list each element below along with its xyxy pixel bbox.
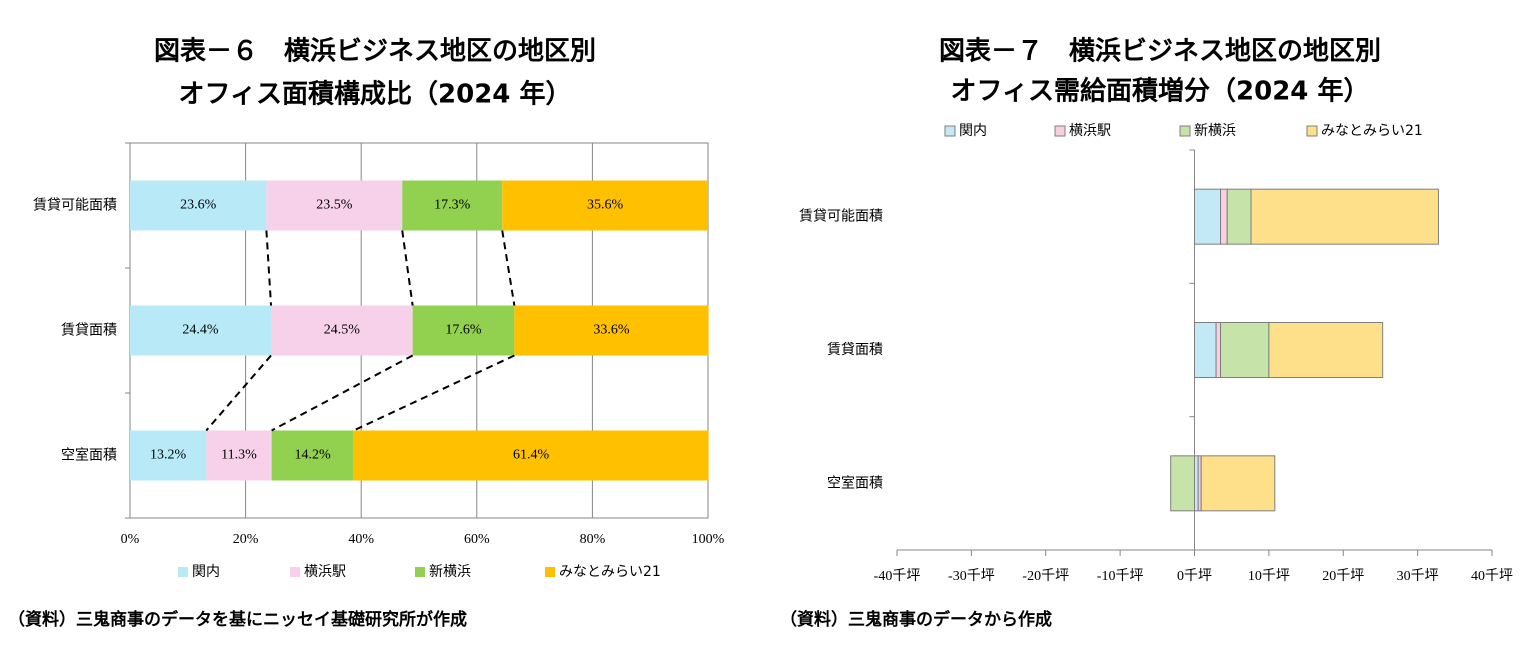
chart-title: オフィス需給面積増分（2024 年） <box>951 76 1370 107</box>
legend-label: 横浜駅 <box>1069 123 1111 139</box>
bar-segment <box>1268 322 1384 378</box>
connector <box>401 230 414 306</box>
legend-label: 新横浜 <box>429 564 471 580</box>
bar-segment <box>1170 455 1195 512</box>
x-tick-label: 20% <box>233 532 259 547</box>
legend-swatch <box>415 567 425 577</box>
connector <box>205 354 272 432</box>
value-label: 24.4% <box>182 323 219 338</box>
x-tick-label: 40% <box>348 532 374 547</box>
connector <box>353 354 515 432</box>
bar-segment <box>266 180 403 231</box>
bar-segment <box>1220 188 1228 245</box>
bar-segment <box>502 180 708 231</box>
value-label: 17.6% <box>445 323 482 338</box>
x-tick-label: 40千坪 <box>1471 568 1513 584</box>
value-label: 33.6% <box>593 323 630 338</box>
y-tick-label: 空室面積 <box>61 447 117 464</box>
x-tick-label: 20千坪 <box>1322 568 1364 584</box>
legend-swatch <box>1179 125 1191 137</box>
value-label: 61.4% <box>513 448 550 463</box>
x-tick-label: -20千坪 <box>1022 568 1069 584</box>
x-tick-label: 10千坪 <box>1248 568 1290 584</box>
value-label: 35.6% <box>587 198 624 213</box>
legend-label: みなとみらい21 <box>559 564 661 580</box>
chart-title: 図表－７ 横浜ビジネス地区の地区別 <box>939 37 1381 67</box>
value-label: 11.3% <box>221 448 257 463</box>
bar-segment <box>412 305 515 356</box>
source-note: （資料）三鬼商事のデータを基にニッセイ基礎研究所が作成 <box>8 609 467 630</box>
connector <box>271 354 414 432</box>
legend-label: 関内 <box>959 123 987 139</box>
bar-segment <box>1194 322 1217 378</box>
value-label: 17.3% <box>434 198 471 213</box>
bar-segment <box>130 180 267 231</box>
legend-swatch <box>545 567 555 577</box>
bar-segment <box>1215 322 1222 378</box>
bar-segment <box>1194 455 1199 512</box>
bar-segment <box>514 305 709 356</box>
legend-label: 横浜駅 <box>304 564 346 580</box>
x-tick-label: 0% <box>121 532 140 547</box>
chart-title: オフィス面積構成比（2024 年） <box>179 79 572 110</box>
y-tick-label: 賃貸可能面積 <box>33 198 117 214</box>
x-tick-label: 30千坪 <box>1397 568 1439 584</box>
bar-segment <box>1200 455 1276 512</box>
bar-segment <box>1226 188 1252 245</box>
value-label: 24.5% <box>324 323 361 338</box>
x-tick-label: 100% <box>692 532 725 547</box>
source-note: （資料）三鬼商事のデータから作成 <box>780 609 1052 630</box>
bar-segment <box>1220 322 1270 378</box>
x-tick-label: 80% <box>580 532 606 547</box>
legend-label: みなとみらい21 <box>1321 123 1423 139</box>
y-tick-label: 空室面積 <box>827 474 883 491</box>
x-tick-label: -30千坪 <box>948 568 995 584</box>
value-label: 23.5% <box>316 198 353 213</box>
bar-segment <box>1250 188 1439 245</box>
x-tick-label: -40千坪 <box>874 568 921 584</box>
y-tick-label: 賃貸可能面積 <box>799 209 883 225</box>
value-label: 13.2% <box>150 448 187 463</box>
legend-label: 新横浜 <box>1194 123 1236 139</box>
legend-swatch <box>944 125 956 137</box>
y-tick-label: 賃貸面積 <box>61 323 117 339</box>
x-tick-label: -10千坪 <box>1097 568 1144 584</box>
value-label: 23.6% <box>180 198 217 213</box>
bar-segment <box>1194 188 1222 245</box>
legend-swatch <box>1054 125 1066 137</box>
legend-swatch <box>290 567 300 577</box>
x-tick-label: 60% <box>464 532 490 547</box>
bar-segment <box>206 430 272 481</box>
connector <box>501 230 516 306</box>
bar-segment <box>130 430 207 481</box>
legend-swatch <box>1306 125 1318 137</box>
y-tick-label: 賃貸面積 <box>827 342 883 358</box>
x-tick-label: 0千坪 <box>1177 568 1212 584</box>
legend-swatch <box>178 567 188 577</box>
bar-segment <box>130 305 272 356</box>
connector <box>265 230 273 306</box>
chart-title: 図表－６ 横浜ビジネス地区の地区別 <box>154 37 596 67</box>
legend-label: 関内 <box>192 564 220 580</box>
bar-segment <box>271 305 413 356</box>
bar-segment <box>402 180 503 231</box>
bar-segment <box>271 430 354 481</box>
value-label: 14.2% <box>295 448 332 463</box>
bar-segment <box>353 430 709 481</box>
